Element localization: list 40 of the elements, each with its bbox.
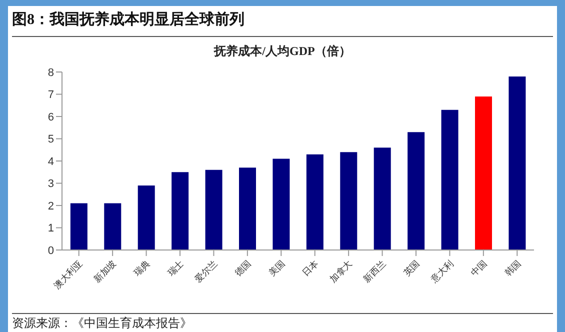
x-tick-label: 德国 [233,258,253,278]
x-tick-label: 澳大利亚 [52,258,84,291]
y-tick-label: 4 [48,156,54,168]
x-tick-label: 瑞典 [132,258,152,278]
bar [205,170,222,250]
y-tick-label: 1 [48,222,54,235]
text: 资源来源：《中国生育成本报告》 [12,315,192,332]
y-tick-label: 7 [48,89,54,102]
bar [172,172,189,250]
x-tick-label: 瑞士 [166,258,186,278]
bar [138,185,155,250]
bar [408,132,425,250]
y-tick-label: 0 [48,244,54,257]
bar [70,203,88,250]
bar [508,76,526,250]
bar [475,96,492,250]
bar [340,152,358,250]
y-tick-label: 3 [48,178,54,190]
x-tick-label: 意大利 [428,258,456,286]
y-tick-label: 6 [48,111,54,124]
x-tick-label: 日本 [300,258,320,278]
bar [306,154,324,250]
y-tick-label: 8 [48,66,54,79]
x-tick-label: 加拿大 [328,258,354,285]
bar [272,158,290,250]
x-tick-label: 新加坡 [92,258,118,285]
y-tick-label: 5 [48,134,54,146]
bar [374,148,391,250]
y-tick-label: 2 [48,200,54,212]
x-tick-label: 美国 [266,258,287,278]
bar [441,110,458,250]
chart-title: 图8：我国抚养成本明显居全球前列 [12,10,244,29]
x-tick-label: 韩国 [502,258,523,278]
bar [239,168,256,250]
bar [104,203,122,250]
x-tick-label: 新西兰 [362,258,388,285]
x-tick-label: 中国 [469,258,489,278]
x-tick-label: 爱尔兰 [192,258,220,285]
x-tick-label: 英国 [402,258,422,278]
chart-subtitle: 抚养成本/人均GDP（倍） [212,43,352,60]
